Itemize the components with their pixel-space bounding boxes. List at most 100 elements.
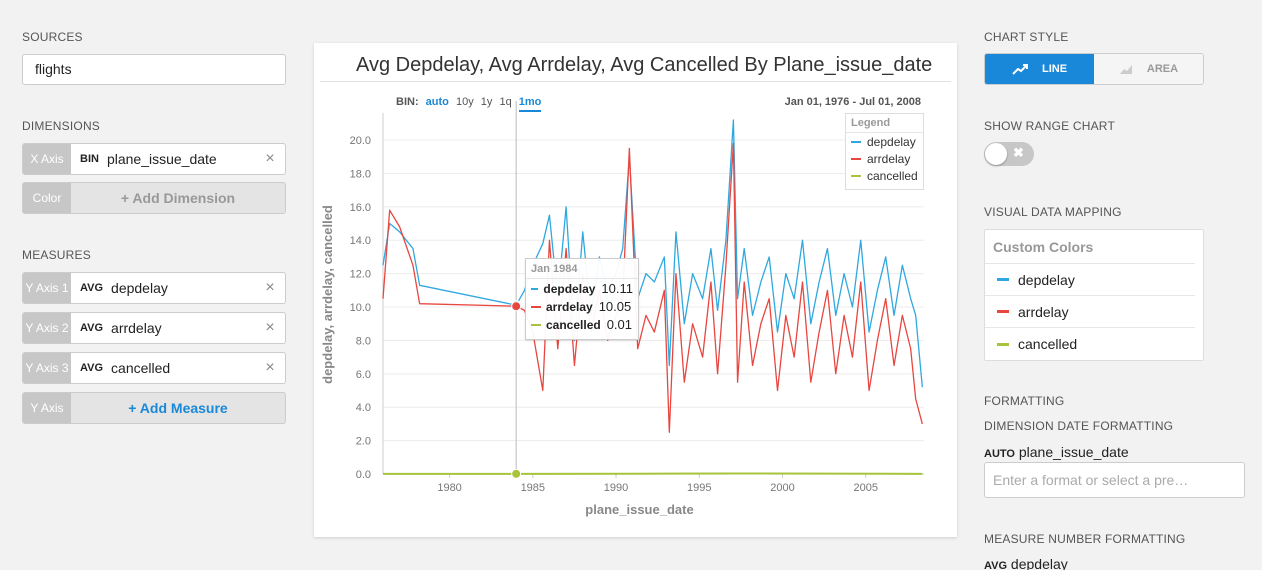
tooltip-name: depdelay bbox=[543, 282, 595, 296]
chart-style-line-button[interactable]: LINE bbox=[985, 54, 1094, 84]
y-tick-label: 14.0 bbox=[350, 235, 371, 247]
area-chart-icon bbox=[1119, 63, 1133, 75]
color-mapping-item[interactable]: cancelled bbox=[985, 328, 1195, 360]
y-axis-2-measure-pill[interactable]: Y Axis 2 AVG arrdelay × bbox=[22, 312, 286, 344]
color-mapping-item[interactable]: depdelay bbox=[985, 264, 1195, 296]
color-mapping-item[interactable]: arrdelay bbox=[985, 296, 1195, 328]
chart-style-area-button[interactable]: AREA bbox=[1094, 54, 1203, 84]
measure-field[interactable]: arrdelay bbox=[111, 320, 255, 336]
x-tick-label: 1980 bbox=[437, 482, 461, 494]
legend-swatch bbox=[851, 175, 861, 177]
y-tick-label: 10.0 bbox=[350, 302, 371, 314]
measure-field[interactable]: depdelay bbox=[111, 280, 255, 296]
color-tag: Color bbox=[23, 183, 71, 213]
chart-legend: Legend depdelay arrdelay cancelled bbox=[845, 113, 924, 190]
color-swatch[interactable] bbox=[997, 278, 1009, 281]
legend-label: cancelled bbox=[867, 169, 918, 183]
x-tick-label: 2005 bbox=[853, 482, 877, 494]
hover-point-cancelled bbox=[512, 469, 521, 478]
tooltip-row: depdelay 10.11 bbox=[526, 279, 638, 297]
color-swatch[interactable] bbox=[997, 343, 1009, 346]
x-tick-label: 2000 bbox=[770, 482, 794, 494]
dimension-field[interactable]: plane_issue_date bbox=[107, 151, 255, 167]
legend-title: Legend bbox=[846, 114, 923, 133]
add-measure-button[interactable]: Y Axis + Add Measure bbox=[22, 392, 286, 424]
y-tick-label: 18.0 bbox=[350, 168, 371, 180]
remove-dimension-icon[interactable]: × bbox=[255, 150, 285, 168]
legend-label: depdelay bbox=[867, 135, 916, 149]
tooltip-name: arrdelay bbox=[546, 300, 593, 314]
x-tick-label: 1990 bbox=[604, 482, 628, 494]
tooltip-swatch bbox=[531, 306, 541, 308]
range-chart-toggle[interactable]: ✖ bbox=[984, 142, 1034, 166]
toggle-off-icon: ✖ bbox=[1013, 145, 1024, 161]
y-axis-3-measure-pill[interactable]: Y Axis 3 AVG cancelled × bbox=[22, 352, 286, 384]
x-axis-title: plane_issue_date bbox=[585, 502, 693, 517]
chart-card: Avg Depdelay, Avg Arrdelay, Avg Cancelle… bbox=[314, 43, 957, 537]
y-tick-label: 2.0 bbox=[356, 436, 371, 448]
remove-measure-icon[interactable]: × bbox=[255, 359, 285, 377]
x-axis-dimension-pill[interactable]: X Axis BIN plane_issue_date × bbox=[22, 143, 286, 175]
y-axis-1-tag: Y Axis 1 bbox=[23, 273, 71, 303]
measure-field[interactable]: cancelled bbox=[111, 360, 255, 376]
y-axis-3-tag: Y Axis 3 bbox=[23, 353, 71, 383]
number-format-field: AVG depdelay bbox=[984, 556, 1068, 570]
tooltip-value: 10.11 bbox=[601, 281, 633, 296]
tooltip-row: arrdelay 10.05 bbox=[526, 297, 638, 315]
range-chart-label: SHOW RANGE CHART bbox=[984, 119, 1115, 133]
add-measure-label: + Add Measure bbox=[71, 400, 285, 416]
color-mapping-label: cancelled bbox=[1018, 336, 1077, 352]
measure-agg[interactable]: AVG bbox=[80, 322, 103, 334]
legend-item-arrdelay[interactable]: arrdelay bbox=[846, 150, 923, 167]
source-input[interactable]: flights bbox=[22, 54, 286, 85]
add-dimension-button[interactable]: Color + Add Dimension bbox=[22, 182, 286, 214]
legend-swatch bbox=[851, 158, 861, 160]
legend-item-depdelay[interactable]: depdelay bbox=[846, 133, 923, 150]
visual-mapping-label: VISUAL DATA MAPPING bbox=[984, 205, 1122, 219]
date-formatting-label: DIMENSION DATE FORMATTING bbox=[984, 419, 1173, 433]
y-tick-label: 6.0 bbox=[356, 369, 371, 381]
y-axis-tag: Y Axis bbox=[23, 393, 71, 423]
color-mapping-label: depdelay bbox=[1018, 272, 1075, 288]
x-tick-label: 1995 bbox=[687, 482, 711, 494]
remove-measure-icon[interactable]: × bbox=[255, 279, 285, 297]
dimensions-label: DIMENSIONS bbox=[22, 119, 100, 133]
tooltip-title: Jan 1984 bbox=[526, 259, 638, 279]
hover-tooltip: Jan 1984 depdelay 10.11 arrdelay 10.05 can… bbox=[525, 258, 639, 340]
date-format-field: AUTO plane_issue_date bbox=[984, 444, 1129, 460]
y-tick-label: 20.0 bbox=[350, 135, 371, 147]
tooltip-name: cancelled bbox=[546, 318, 601, 332]
remove-measure-icon[interactable]: × bbox=[255, 319, 285, 337]
area-label: AREA bbox=[1147, 63, 1178, 75]
y-tick-label: 0.0 bbox=[356, 469, 371, 481]
legend-item-cancelled[interactable]: cancelled bbox=[846, 167, 923, 184]
number-format-field-name: depdelay bbox=[1011, 556, 1068, 570]
date-format-input[interactable] bbox=[984, 462, 1245, 498]
sources-label: SOURCES bbox=[22, 30, 83, 44]
chart-style-label: CHART STYLE bbox=[984, 30, 1068, 44]
line-label: LINE bbox=[1042, 63, 1067, 75]
legend-swatch bbox=[851, 141, 861, 143]
measure-agg[interactable]: AVG bbox=[80, 362, 103, 374]
series-line-depdelay bbox=[383, 120, 922, 387]
legend-label: arrdelay bbox=[867, 152, 910, 166]
color-swatch[interactable] bbox=[997, 310, 1009, 313]
toggle-knob bbox=[985, 143, 1007, 165]
chart-style-toggle: LINE AREA bbox=[984, 53, 1204, 85]
x-tick-label: 1985 bbox=[521, 482, 545, 494]
y-tick-label: 16.0 bbox=[350, 202, 371, 214]
custom-colors-panel: Custom Colors depdelay arrdelay cancelle… bbox=[984, 229, 1204, 361]
tooltip-value: 0.01 bbox=[607, 317, 632, 332]
hover-point-arrdelay bbox=[512, 302, 521, 311]
bin-agg[interactable]: BIN bbox=[80, 153, 99, 165]
y-tick-label: 12.0 bbox=[350, 269, 371, 281]
date-format-agg: AUTO bbox=[984, 448, 1015, 460]
date-format-field-name: plane_issue_date bbox=[1019, 444, 1129, 460]
tooltip-swatch bbox=[531, 324, 541, 326]
custom-colors-title: Custom Colors bbox=[985, 230, 1195, 264]
measure-agg[interactable]: AVG bbox=[80, 282, 103, 294]
y-axis-1-measure-pill[interactable]: Y Axis 1 AVG depdelay × bbox=[22, 272, 286, 304]
tooltip-row: cancelled 0.01 bbox=[526, 315, 638, 333]
tooltip-swatch bbox=[531, 288, 538, 290]
y-tick-label: 4.0 bbox=[356, 402, 371, 414]
